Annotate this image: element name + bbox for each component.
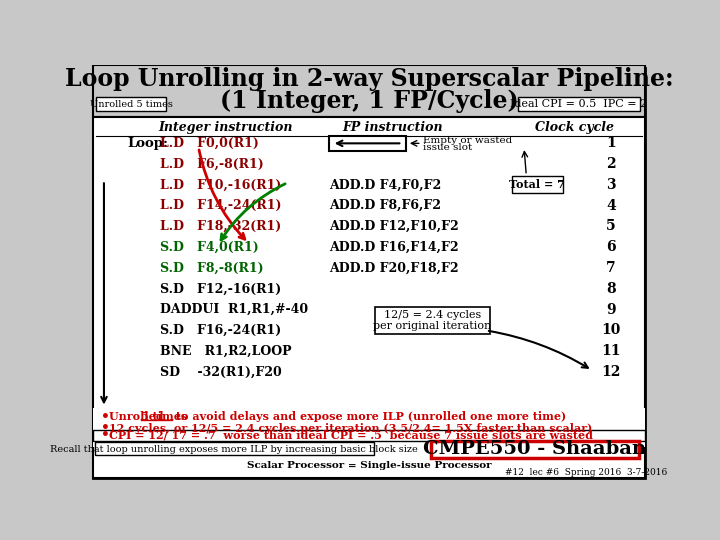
Text: 5 times: 5 times [141, 411, 187, 422]
Text: FP instruction: FP instruction [342, 122, 443, 134]
Text: ADD.D F16,F14,F2: ADD.D F16,F14,F2 [329, 241, 459, 254]
Text: 12 cycles, or 12/5 = 2.4 cycles per iteration (3.5/2.4= 1.5X faster than scalar): 12 cycles, or 12/5 = 2.4 cycles per iter… [109, 423, 592, 434]
Text: Unrolled: Unrolled [109, 411, 167, 422]
Text: 12: 12 [601, 365, 621, 379]
Bar [329, 136, 406, 151]
Text: #12  lec #6  Spring 2016  3-7-2016: #12 lec #6 Spring 2016 3-7-2016 [505, 468, 667, 477]
Text: S.D   F8,-8(R1): S.D F8,-8(R1) [160, 261, 264, 274]
Text: SD    -32(R1),F20: SD -32(R1),F20 [160, 366, 282, 379]
Text: L.D   F6,-8(R1): L.D F6,-8(R1) [160, 158, 264, 171]
Text: 4: 4 [606, 199, 616, 213]
Text: •: • [101, 428, 109, 442]
Bar [513, 176, 563, 193]
Text: Recall that loop unrolling exposes more ILP by increasing basic block size: Recall that loop unrolling exposes more … [50, 444, 418, 454]
Text: issue slot: issue slot [423, 144, 472, 152]
Text: L.D   F10,-16(R1): L.D F10,-16(R1) [160, 178, 281, 191]
Text: Ideal CPI = 0.5  IPC = 2: Ideal CPI = 0.5 IPC = 2 [510, 99, 648, 109]
Bar [93, 117, 645, 477]
Bar [518, 97, 640, 111]
Text: 3: 3 [606, 178, 616, 192]
Text: per original iteration: per original iteration [374, 321, 492, 331]
Bar [431, 441, 639, 457]
Text: to avoid delays and expose more ILP (unrolled one more time): to avoid delays and expose more ILP (unr… [172, 411, 566, 422]
Text: ADD.D F20,F18,F2: ADD.D F20,F18,F2 [329, 261, 459, 274]
Text: (1 Integer, 1 FP/Cycle): (1 Integer, 1 FP/Cycle) [220, 89, 518, 113]
Text: 11: 11 [601, 344, 621, 358]
Text: ADD.D F12,F10,F2: ADD.D F12,F10,F2 [329, 220, 459, 233]
Text: S.D   F16,-24(R1): S.D F16,-24(R1) [160, 324, 281, 337]
Text: 2: 2 [606, 157, 616, 171]
Text: ADD.D F4,F0,F2: ADD.D F4,F0,F2 [329, 178, 441, 191]
Text: BNE   R1,R2,LOOP: BNE R1,R2,LOOP [160, 345, 292, 357]
Bar [93, 430, 645, 441]
Text: S.D   F4,0(R1): S.D F4,0(R1) [160, 241, 258, 254]
Bar [375, 307, 490, 334]
Text: Unrolled 5 times: Unrolled 5 times [89, 99, 173, 109]
Text: 6: 6 [606, 240, 616, 254]
Text: Integer instruction: Integer instruction [158, 122, 293, 134]
Text: L.D   F18,-32(R1): L.D F18,-32(R1) [160, 220, 281, 233]
Text: 5: 5 [606, 219, 616, 233]
Text: L.D   F0,0(R1): L.D F0,0(R1) [160, 137, 258, 150]
Text: CMPE550 - Shaaban: CMPE550 - Shaaban [423, 440, 647, 458]
Text: •: • [101, 410, 109, 424]
Text: 10: 10 [601, 323, 621, 338]
Bar [96, 97, 166, 111]
Bar [94, 442, 374, 455]
Text: •: • [101, 421, 109, 435]
Bar [93, 408, 645, 447]
Text: ADD.D F8,F6,F2: ADD.D F8,F6,F2 [329, 199, 441, 212]
Text: Empty or wasted: Empty or wasted [423, 136, 513, 145]
Text: Loop:: Loop: [127, 137, 168, 150]
Text: 9: 9 [606, 302, 616, 316]
Text: DADDUI  R1,R1,#-40: DADDUI R1,R1,#-40 [160, 303, 308, 316]
Text: Scalar Processor = Single-issue Processor: Scalar Processor = Single-issue Processo… [247, 461, 491, 470]
Text: 8: 8 [606, 282, 616, 296]
Text: Total = 7: Total = 7 [509, 179, 565, 190]
Text: S.D   F12,-16(R1): S.D F12,-16(R1) [160, 282, 281, 295]
Text: Clock cycle: Clock cycle [535, 122, 614, 134]
Text: Loop Unrolling in 2-way Superscalar Pipeline:: Loop Unrolling in 2-way Superscalar Pipe… [65, 66, 673, 91]
Text: L.D   F14,-24(R1): L.D F14,-24(R1) [160, 199, 282, 212]
Text: CPI = 12/ 17 = .7  worse than ideal CPI = .5  because 7 issue slots are wasted: CPI = 12/ 17 = .7 worse than ideal CPI =… [109, 430, 593, 441]
Text: 12/5 = 2.4 cycles: 12/5 = 2.4 cycles [384, 310, 481, 320]
Text: 7: 7 [606, 261, 616, 275]
Text: 1: 1 [606, 136, 616, 150]
Bar [93, 65, 645, 117]
